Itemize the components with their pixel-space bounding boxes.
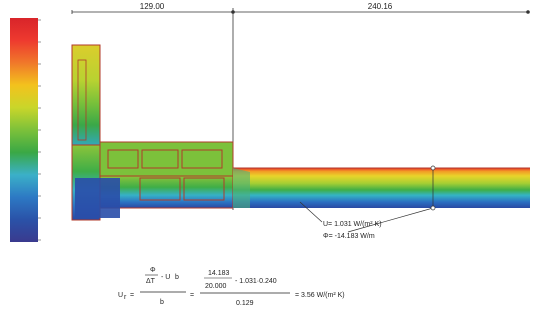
formula-lhs: U bbox=[118, 292, 123, 299]
u-value-formula: U r = Φ ΔT - U b b = 14.183 20.000 - 1.0… bbox=[118, 267, 345, 307]
formula-value-phi: 14.183 bbox=[208, 270, 230, 277]
frame-chamber-5 bbox=[183, 177, 225, 201]
legend-tick-label: 80 °C bbox=[42, 149, 60, 157]
formula-result: = 3.56 W/(m² K) bbox=[295, 292, 345, 299]
annotation-leaders: U= 1.031 W/(m² K) Φ= -14.183 W/m bbox=[299, 165, 436, 240]
legend-tick-label: 60 °C bbox=[42, 171, 60, 179]
wall-transition bbox=[233, 168, 250, 208]
frame-glazing-bead bbox=[77, 59, 87, 141]
frame-chamber-3 bbox=[181, 149, 223, 169]
legend-tick-label: 140 °C bbox=[42, 83, 63, 91]
legend-tick-label: 200 °C bbox=[42, 17, 63, 25]
formula-value-den: 0.129 bbox=[236, 300, 254, 307]
temperature-legend: 200 °C 180 °C 160 °C 140 °C 120 °C 100 °C 80 °… bbox=[10, 17, 63, 245]
formula-value-dt: 20.000 bbox=[205, 283, 227, 290]
frame-bottom-block bbox=[99, 175, 234, 209]
formula-value-rest: - 1.031·0.240 bbox=[235, 278, 277, 285]
wall-body bbox=[233, 168, 530, 208]
legend-tick-label: 160 °C bbox=[42, 61, 63, 69]
frame-blue-core bbox=[75, 178, 120, 218]
svg-text:=: = bbox=[190, 292, 194, 299]
dimension-right-label: 240.16 bbox=[368, 2, 393, 11]
formula-minus-u: - U bbox=[161, 274, 170, 281]
legend-tick-labels: 200 °C 180 °C 160 °C 140 °C 120 °C 100 °C 80 °… bbox=[38, 17, 63, 245]
frame-mid-block bbox=[99, 141, 234, 177]
legend-tick-label: 20 °C bbox=[42, 215, 60, 223]
u-value-label: U= 1.031 W/(m² K) bbox=[323, 221, 382, 228]
phi-value-label: Φ= -14.183 W/m bbox=[323, 233, 375, 240]
legend-tick-label: 120 °C bbox=[42, 105, 63, 113]
frame-chamber-1 bbox=[107, 149, 139, 169]
formula-delta-t: ΔT bbox=[146, 278, 156, 285]
formula-b: b bbox=[175, 274, 179, 281]
wall-section bbox=[233, 167, 530, 208]
window-frame-section bbox=[71, 44, 234, 221]
formula-den-b: b bbox=[160, 299, 164, 306]
dimension-left-label: 129.00 bbox=[140, 2, 165, 11]
legend-tick-label: 100 °C bbox=[42, 127, 63, 135]
frame-chamber-2 bbox=[141, 149, 179, 169]
legend-tick-label: 40 °C bbox=[42, 193, 60, 201]
formula-lhs-sub: r bbox=[124, 294, 127, 301]
svg-text:=: = bbox=[130, 292, 134, 299]
legend-color-bar bbox=[10, 18, 38, 242]
legend-tick-label: 180 °C bbox=[42, 39, 63, 47]
frame-chamber-4 bbox=[139, 177, 181, 201]
formula-phi: Φ bbox=[150, 267, 156, 274]
legend-tick-label: 0 °C bbox=[42, 237, 56, 245]
